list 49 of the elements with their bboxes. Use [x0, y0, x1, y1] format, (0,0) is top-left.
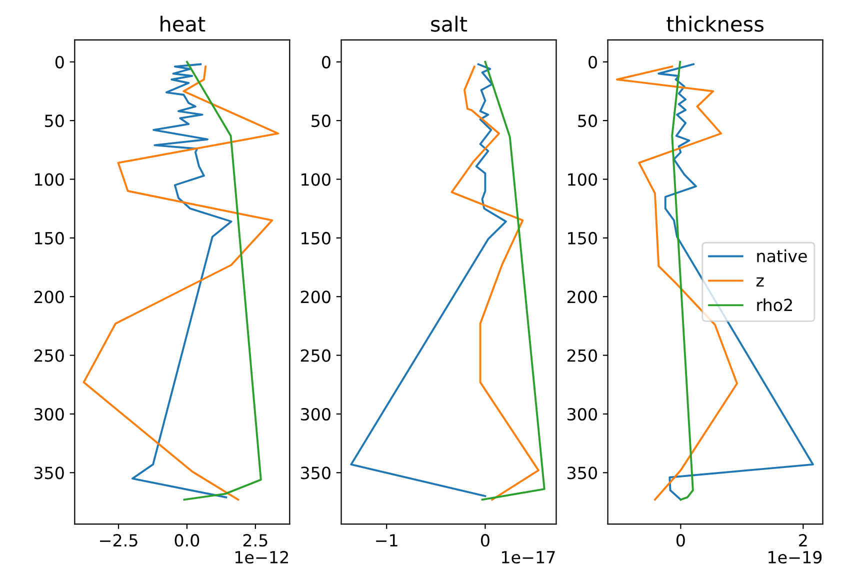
y-tick-label: 200 — [567, 290, 597, 304]
y-tick-label: 100 — [34, 173, 64, 186]
y-tick-label: 150 — [34, 232, 64, 245]
line-series — [658, 63, 814, 501]
y-tick-label: 100 — [302, 173, 330, 186]
y-tick-label: 50 — [578, 114, 597, 128]
text: 1e−19 — [768, 550, 822, 564]
y-tick-label: 0 — [588, 56, 597, 68]
y-tick-label: 300 — [34, 408, 64, 421]
chart-title: thickness — [666, 16, 764, 32]
line-series — [131, 63, 232, 498]
y-tick-label: 250 — [567, 349, 597, 362]
chart-title: salt — [431, 16, 468, 32]
y-tick-label: 50 — [312, 114, 330, 128]
chart-title: heat — [160, 16, 206, 32]
text: 1e−17 — [502, 551, 555, 564]
legend-label: z — [756, 277, 764, 287]
line-series — [183, 60, 262, 501]
y-tick-label: 250 — [34, 349, 64, 362]
line-series — [671, 60, 694, 501]
y-tick-label: 200 — [34, 290, 64, 304]
x-tick-label: 2.5 — [243, 534, 268, 547]
legend-label: native — [757, 249, 807, 262]
y-tick-label: 350 — [568, 466, 597, 480]
y-tick-label: 150 — [302, 232, 330, 245]
line-series — [481, 60, 546, 501]
line-series — [450, 66, 540, 501]
line-series — [616, 66, 738, 501]
x-tick-label: 0.0 — [174, 534, 200, 547]
x-tick-label: 2 — [799, 534, 807, 546]
y-tick-label: 350 — [34, 466, 64, 480]
legend-label: rho2 — [757, 298, 792, 312]
y-tick-label: 250 — [300, 349, 330, 362]
y-tick-label: 0 — [322, 56, 330, 68]
y-tick-label: 0 — [55, 56, 64, 68]
y-tick-label: 300 — [300, 408, 330, 421]
line-series — [350, 63, 507, 498]
y-tick-label: 350 — [300, 466, 330, 480]
line-series — [82, 66, 280, 501]
x-tick-label: −2.5 — [100, 534, 138, 547]
y-tick-label: 300 — [568, 408, 597, 421]
x-tick-label: 0 — [676, 534, 685, 547]
text: 1e−12 — [235, 550, 288, 564]
y-tick-label: 150 — [568, 232, 597, 245]
y-tick-label: 50 — [45, 114, 64, 128]
y-tick-label: 100 — [568, 173, 597, 186]
x-tick-label: −1 — [376, 534, 398, 546]
y-tick-label: 200 — [300, 290, 330, 304]
x-tick-label: 0 — [481, 534, 490, 547]
